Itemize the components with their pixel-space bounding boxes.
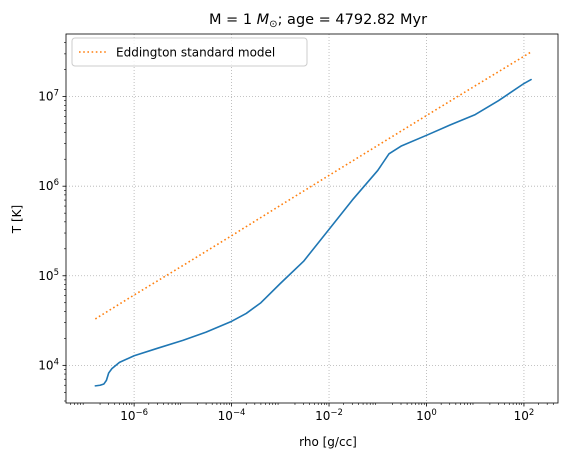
series-layer [94,51,532,387]
plot-frame [65,33,559,404]
legend-label-eddington: Eddington standard model [116,46,275,60]
tick-layer: 10−6 10−4 10−2 100 102 104 105 106 107 [38,42,554,423]
series-line-eddington [94,51,532,320]
legend: Eddington standard model [71,37,308,67]
x-tick-label: 10−4 [218,408,246,423]
chart-title-suffix: ; age = 4792.82 Myr [278,12,428,28]
grid [66,34,558,403]
y-axis-title: T [K] [10,205,24,234]
x-tick-label: 10−2 [315,408,343,423]
x-tick-label: 102 [514,408,535,423]
chart-title-unit-subscript: ⊙ [269,19,277,30]
chart-title-prefix: M = 1 [209,12,257,28]
y-tick-label: 106 [38,178,59,193]
legend-box [71,37,308,67]
chart-title-unit-symbol: M [257,12,270,28]
y-tick-label: 107 [38,89,59,104]
y-tick-label: 105 [38,268,59,283]
x-tick-label: 10−6 [120,408,148,423]
chart-title: M = 1 M⊙; age = 4792.82 Myr [209,12,427,30]
y-tick-label: 104 [38,357,59,372]
x-axis-title: rho [g/cc] [299,435,357,449]
series-line-model [94,78,532,387]
x-tick-label: 100 [416,408,437,423]
